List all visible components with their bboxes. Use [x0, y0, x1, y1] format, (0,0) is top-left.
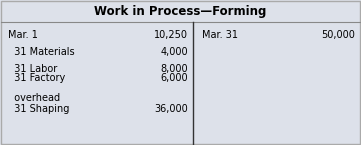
Text: 50,000: 50,000 — [321, 30, 355, 40]
Text: 6,000: 6,000 — [160, 73, 188, 83]
Text: 31 Factory: 31 Factory — [8, 73, 65, 83]
Text: 10,250: 10,250 — [154, 30, 188, 40]
Text: Mar. 31: Mar. 31 — [202, 30, 238, 40]
Text: Mar. 1: Mar. 1 — [8, 30, 38, 40]
Text: 36,000: 36,000 — [154, 104, 188, 114]
Text: Work in Process—Forming: Work in Process—Forming — [94, 6, 267, 19]
Text: overhead: overhead — [8, 93, 60, 103]
Text: 4,000: 4,000 — [160, 47, 188, 57]
Text: 31 Labor: 31 Labor — [8, 64, 57, 74]
Text: 31 Materials: 31 Materials — [8, 47, 75, 57]
Text: 8,000: 8,000 — [160, 64, 188, 74]
Text: 31 Shaping: 31 Shaping — [8, 104, 69, 114]
